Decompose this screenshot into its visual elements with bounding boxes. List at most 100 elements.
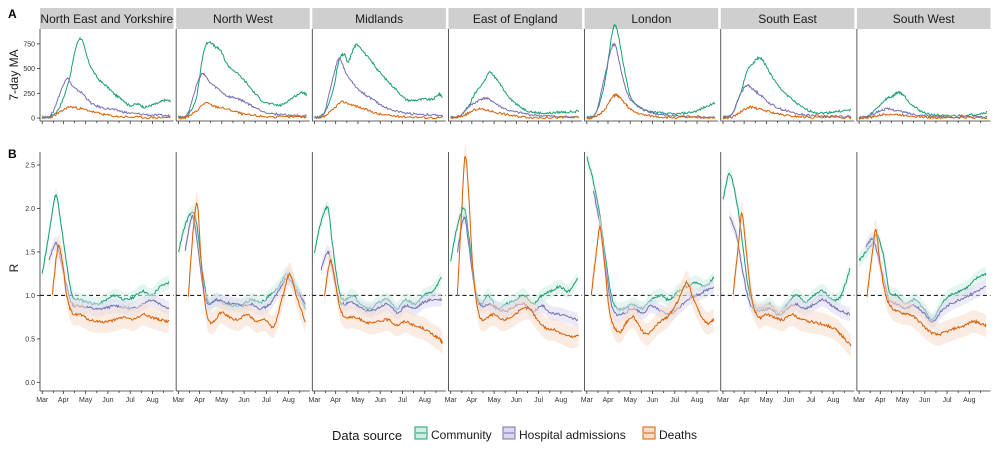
series-line-community bbox=[858, 90, 988, 120]
legend-label: Deaths bbox=[659, 428, 697, 442]
series-line-deaths bbox=[866, 229, 987, 337]
series-line-deaths bbox=[722, 105, 852, 120]
ribbon-community bbox=[178, 205, 306, 316]
x-tick-label: May bbox=[351, 397, 365, 404]
x-tick-label: Aug bbox=[282, 397, 295, 404]
legend-label: Hospital admissions bbox=[519, 428, 626, 442]
x-tick-label: Jul bbox=[126, 397, 135, 404]
facet-strip bbox=[584, 8, 719, 29]
series-line-hospital-admissions bbox=[178, 72, 307, 119]
facet-east-of-england-b: Mar Apr May Jun Jul Aug bbox=[445, 144, 583, 404]
x-tick-label: May bbox=[624, 397, 638, 404]
y-tick-label: 0.0 bbox=[25, 380, 35, 387]
facet-north-east-and-yorkshire-a: North East and Yorkshire 0 250 500 750 bbox=[23, 8, 174, 124]
series-line-deaths bbox=[324, 259, 443, 345]
x-tick-label: Jun bbox=[238, 397, 249, 404]
legend-entry-deaths: Deaths bbox=[642, 426, 697, 442]
ribbon-deaths bbox=[188, 191, 306, 339]
x-tick-label: Apr bbox=[603, 397, 615, 404]
x-tick-label: Aug bbox=[963, 397, 976, 404]
x-tick-label: May bbox=[215, 397, 229, 404]
ribbon-deaths bbox=[866, 218, 986, 346]
facet-london-a: London bbox=[584, 8, 719, 124]
facet-south-east-b: Mar Apr May Jun Jul Aug bbox=[717, 152, 855, 404]
series-line-deaths bbox=[51, 244, 170, 324]
x-tick-label: Jul bbox=[534, 397, 543, 404]
x-tick-label: Apr bbox=[58, 397, 70, 404]
x-tick-label: Jun bbox=[375, 397, 386, 404]
x-tick-label: Apr bbox=[739, 397, 751, 404]
facet-strip bbox=[176, 8, 310, 29]
x-tick-label: Mar bbox=[717, 397, 730, 404]
facet-strip-label: South West bbox=[893, 12, 955, 26]
series-line-community bbox=[178, 211, 306, 310]
x-tick-label: Jul bbox=[398, 397, 407, 404]
ribbon-community bbox=[450, 201, 578, 316]
x-tick-label: Mar bbox=[172, 397, 185, 404]
x-tick-label: Mar bbox=[445, 397, 458, 404]
series-line-community bbox=[722, 55, 852, 119]
x-tick-label: Mar bbox=[308, 397, 321, 404]
y-axis-title-a: 7-day MA bbox=[7, 49, 21, 100]
x-tick-label: Jul bbox=[262, 397, 271, 404]
facet-midlands-b: Mar Apr May Jun Jul Aug bbox=[308, 152, 446, 404]
ribbon-hospital-admissions bbox=[321, 245, 442, 320]
x-tick-label: Jun bbox=[783, 397, 794, 404]
facet-strip bbox=[856, 8, 991, 29]
y-tick-label: 1.0 bbox=[25, 293, 35, 300]
panel-a: A 7-day MA North East and Yorkshire 0 250 500… bbox=[7, 7, 991, 124]
facet-strip-label: East of England bbox=[473, 12, 558, 26]
facet-london-b: Mar Apr May Jun Jul Aug bbox=[581, 149, 719, 404]
series-line-hospital-admissions bbox=[184, 215, 306, 311]
facet-strip bbox=[720, 8, 855, 29]
x-tick-label: Jul bbox=[943, 397, 952, 404]
x-tick-label: May bbox=[79, 397, 93, 404]
legend-entry-hospital-admissions: Hospital admissions bbox=[502, 426, 626, 442]
series-line-hospital-admissions bbox=[586, 42, 716, 119]
y-tick-label: 0.5 bbox=[25, 336, 35, 343]
facet-strip bbox=[448, 8, 583, 29]
series-line-deaths bbox=[732, 212, 852, 347]
facet-strip-label: North East and Yorkshire bbox=[40, 12, 173, 26]
facet-strip bbox=[312, 8, 446, 29]
x-tick-label: Apr bbox=[330, 397, 342, 404]
legend-label: Community bbox=[431, 428, 492, 442]
y-tick-label: 500 bbox=[23, 66, 35, 73]
facet-strip-label: South East bbox=[758, 12, 817, 26]
series-line-deaths bbox=[450, 107, 580, 120]
x-tick-label: May bbox=[760, 397, 774, 404]
x-tick-label: Apr bbox=[875, 397, 887, 404]
x-tick-label: May bbox=[487, 397, 501, 404]
x-tick-label: Mar bbox=[853, 397, 866, 404]
x-tick-label: Jun bbox=[647, 397, 658, 404]
ribbon-community bbox=[314, 200, 442, 316]
x-tick-label: Aug bbox=[555, 397, 568, 404]
x-tick-label: Apr bbox=[194, 397, 206, 404]
series-line-deaths bbox=[456, 156, 580, 339]
facet-north-west-b: Mar Apr May Jun Jul Aug bbox=[172, 152, 310, 404]
series-line-deaths bbox=[187, 202, 306, 329]
x-tick-label: Apr bbox=[466, 397, 478, 404]
y-tick-label: 250 bbox=[23, 91, 35, 98]
series-line-deaths bbox=[41, 105, 171, 120]
y-tick-label: 2.5 bbox=[25, 163, 35, 170]
x-tick-label: May bbox=[896, 397, 910, 404]
y-tick-label: 750 bbox=[23, 41, 35, 48]
series-line-hospital-admissions bbox=[41, 76, 171, 120]
facet-east-of-england-a: East of England bbox=[448, 8, 583, 124]
x-tick-label: Jun bbox=[511, 397, 522, 404]
ribbon-deaths bbox=[591, 215, 714, 346]
x-tick-label: Jun bbox=[919, 397, 930, 404]
series-line-hospital-admissions bbox=[722, 83, 852, 119]
series-line-community bbox=[314, 43, 444, 119]
x-tick-label: Mar bbox=[36, 397, 49, 404]
x-tick-label: Aug bbox=[691, 397, 704, 404]
x-tick-label: Aug bbox=[827, 397, 840, 404]
facet-strip-label: North West bbox=[213, 12, 273, 26]
series-line-community bbox=[177, 41, 307, 119]
series-line-community bbox=[42, 36, 171, 119]
facet-south-east-a: South East bbox=[720, 8, 855, 124]
ribbon-deaths bbox=[457, 144, 579, 349]
facet-north-east-and-yorkshire-b: Mar Apr May Jun Jul Aug 0.0 0.5 1.0 1.5 2.0 2.5 bbox=[25, 152, 174, 404]
